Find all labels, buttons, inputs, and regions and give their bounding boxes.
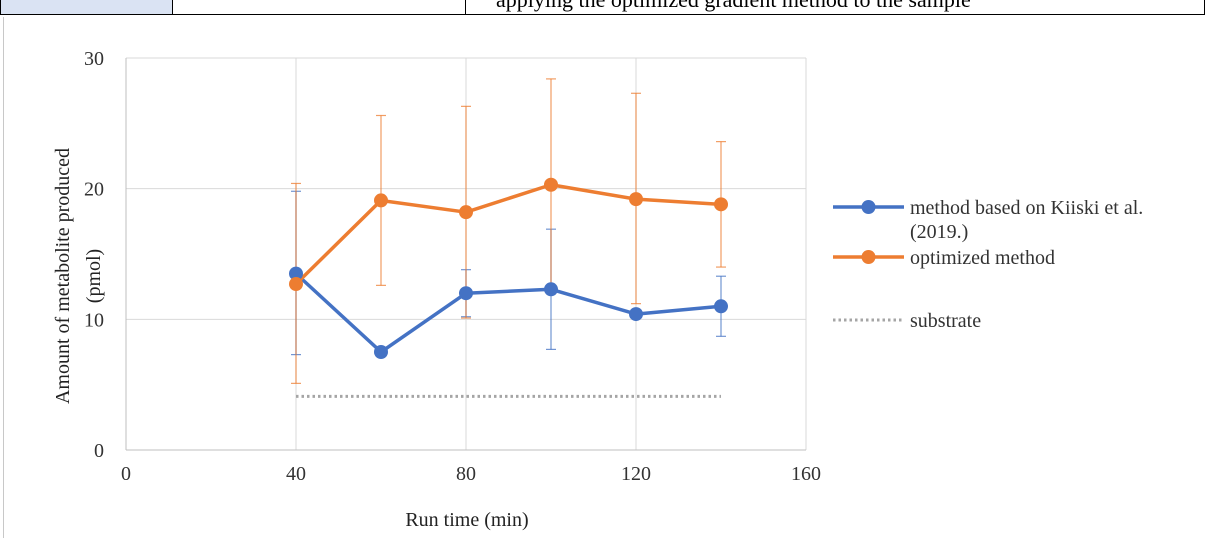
x-tick-label: 120 <box>621 463 651 485</box>
table-cell-shaded <box>0 0 173 15</box>
x-tick-label: 80 <box>456 463 476 485</box>
table-cell-empty <box>173 0 466 15</box>
y-tick-label: 0 <box>94 440 104 462</box>
x-axis-label: Run time (min) <box>405 509 528 531</box>
data-point <box>629 192 643 207</box>
series-line-0 <box>294 272 722 354</box>
legend-swatch-marker <box>861 200 876 214</box>
legend-label: substrate <box>910 310 981 332</box>
x-tick-label: 40 <box>286 463 306 485</box>
table-fragment: applying the optimized gradient method t… <box>0 0 1205 17</box>
data-point <box>714 197 728 212</box>
data-point <box>374 345 388 359</box>
table-cell-caption: applying the optimized gradient method t… <box>496 0 971 13</box>
x-tick-label: 0 <box>121 463 131 485</box>
legend-swatch-marker <box>861 250 876 264</box>
y-axis-label-line2: (pmol) <box>83 249 105 303</box>
chart-legend: method based on Kiiski et al.(2019.) opti… <box>833 197 1143 332</box>
y-tick-label: 20 <box>84 179 104 201</box>
legend-label: method based on Kiiski et al. <box>910 197 1143 219</box>
legend-label: optimized method <box>910 247 1055 269</box>
series-line-1 <box>294 182 722 286</box>
chart-series-lines <box>294 182 722 398</box>
data-point <box>374 193 388 208</box>
data-point <box>459 286 473 301</box>
data-point <box>629 307 643 322</box>
chart-markers <box>289 177 728 359</box>
y-tick-label: 10 <box>84 309 104 331</box>
page-margin-rule <box>3 17 4 538</box>
data-point <box>289 277 303 292</box>
legend-label: (2019.) <box>910 221 968 243</box>
data-point <box>459 205 473 220</box>
data-point <box>714 299 728 314</box>
y-axis-label-line1: Amount of metabolite produced <box>52 148 74 404</box>
chart-error-bars <box>291 78 726 384</box>
chart-tick-labels: 0 40 80 120 160 0 10 20 30 <box>84 48 821 485</box>
data-point <box>544 177 558 192</box>
y-tick-label: 30 <box>84 48 104 70</box>
chart-axes <box>125 58 806 451</box>
data-point <box>289 266 303 281</box>
data-point <box>544 282 558 297</box>
x-tick-label: 160 <box>791 463 821 485</box>
